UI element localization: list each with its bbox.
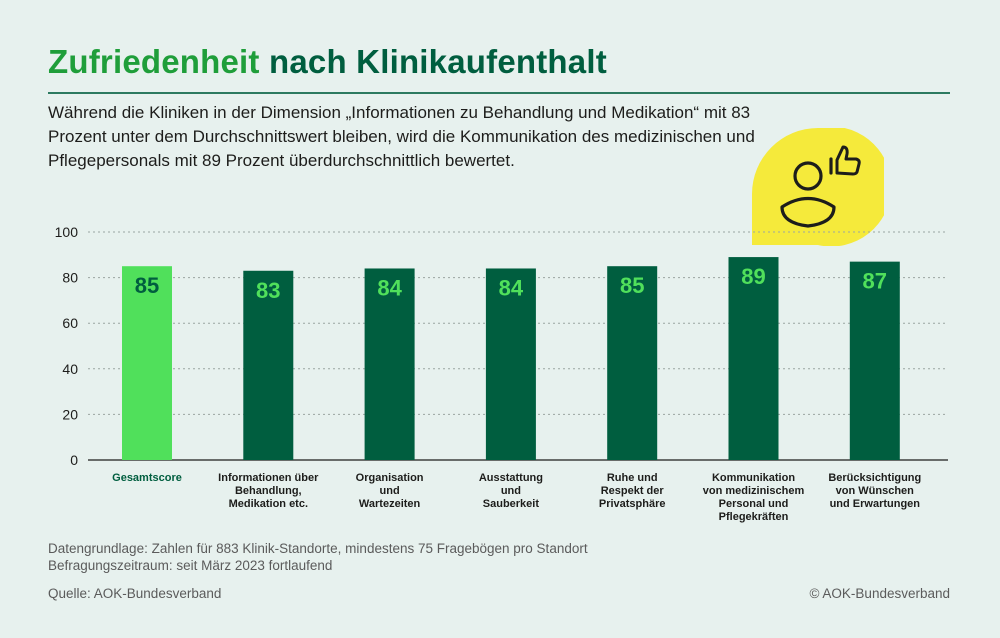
title-rest: nach Klinikaufenthalt xyxy=(268,43,607,80)
title-accent: Zufriedenheit xyxy=(48,43,260,80)
bar-value-label: 89 xyxy=(741,264,765,289)
copyright-text: © AOK-Bundesverband xyxy=(809,586,950,601)
x-tick-label: Kommunikation von medizinischem Personal u… xyxy=(703,472,805,523)
y-tick-label: 100 xyxy=(55,224,79,240)
note-data-basis: Datengrundlage: Zahlen für 883 Klinik-St… xyxy=(48,541,588,556)
bar-value-label: 84 xyxy=(499,275,524,300)
person-thumbs-up-icon xyxy=(752,128,884,246)
x-tick-label: Gesamtscore xyxy=(112,472,182,484)
x-tick-label: Ruhe und Respekt der Privatsphäre xyxy=(599,472,666,510)
bar-value-label: 84 xyxy=(377,275,402,300)
y-tick-label: 80 xyxy=(62,270,78,286)
title-divider xyxy=(48,92,950,94)
note-survey-period: Befragungszeitraum: seit März 2023 fortl… xyxy=(48,558,333,573)
bar-value-label: 83 xyxy=(256,278,280,303)
bar-2 xyxy=(364,268,415,460)
bar-0 xyxy=(122,266,172,460)
bar-4 xyxy=(607,266,658,460)
bar-6 xyxy=(849,261,900,460)
chart-subtitle: Während die Kliniken in der Dimension „I… xyxy=(48,103,755,170)
y-tick-label: 40 xyxy=(62,361,78,377)
x-tick-label: Informationen über Behandlung, Medikation … xyxy=(218,472,319,510)
bar-value-label: 87 xyxy=(863,269,887,294)
y-tick-label: 20 xyxy=(62,406,78,422)
bar-value-label: 85 xyxy=(620,273,644,298)
bar-1 xyxy=(243,270,294,460)
data-notes: Datengrundlage: Zahlen für 883 Klinik-St… xyxy=(48,540,588,574)
chart-title: Zufriedenheit nach Klinikaufenthalt xyxy=(48,43,607,80)
source-text: Quelle: AOK-Bundesverband xyxy=(48,586,222,601)
x-tick-label: Ausstattung und Sauberkeit xyxy=(479,472,543,510)
y-tick-label: 0 xyxy=(70,452,78,468)
y-tick-label: 60 xyxy=(62,315,78,331)
bar-value-label: 85 xyxy=(135,273,159,298)
x-tick-label: Berücksichtigung von Wünschen und Erwartun… xyxy=(828,472,921,510)
bar-3 xyxy=(485,268,536,460)
bar-5 xyxy=(728,257,779,460)
x-tick-label: Organisation und Wartezeiten xyxy=(356,472,424,510)
